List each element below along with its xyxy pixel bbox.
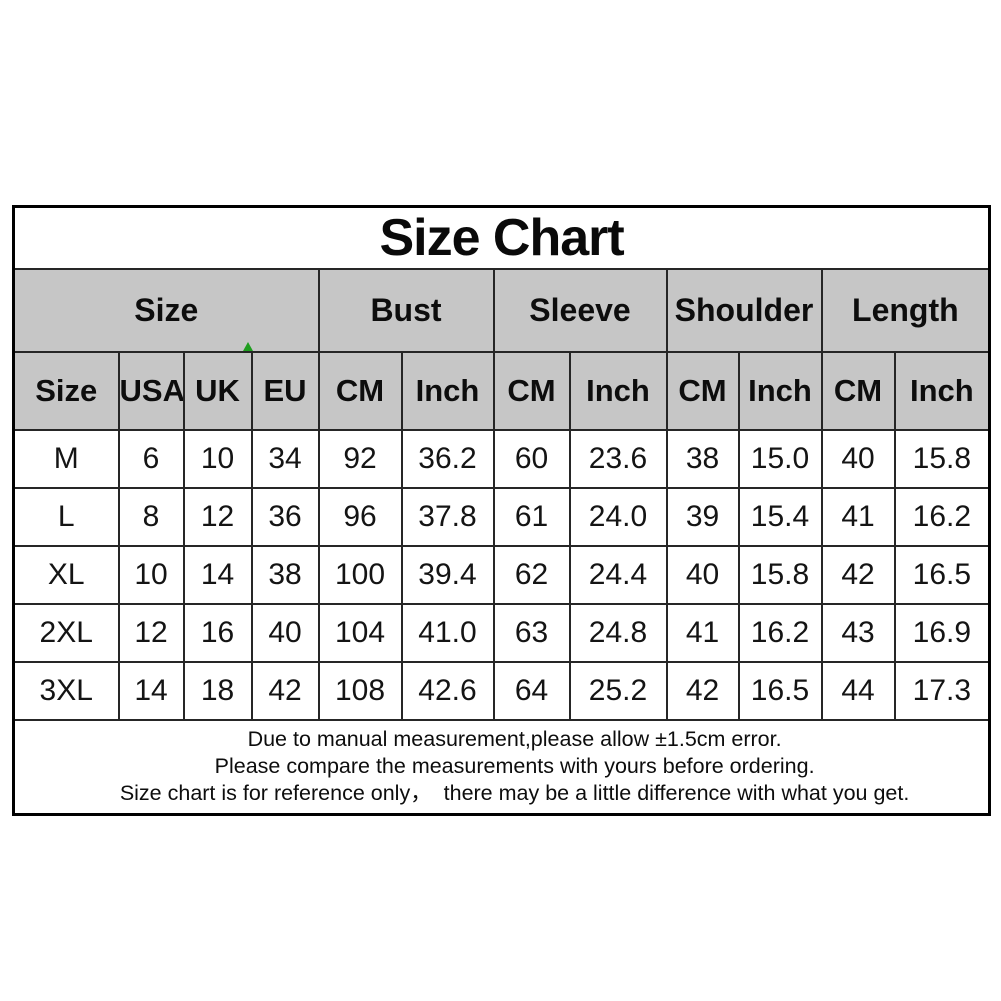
col-header-bust-cm: CM xyxy=(317,351,403,431)
table-row-2xl: 2XL 12 16 40 104 41.0 63 24.8 41 16.2 43… xyxy=(12,603,991,663)
size-chart-container: Size Chart Size Bust Sleeve Shoulder Len… xyxy=(12,205,992,816)
cell-sleeve-inch: 24.8 xyxy=(568,603,668,663)
cell-shoulder-inch: 16.5 xyxy=(737,661,823,721)
cell-size: L xyxy=(12,487,120,547)
cell-length-cm: 43 xyxy=(820,603,896,663)
cell-shoulder-cm: 41 xyxy=(665,603,740,663)
cell-length-inch: 15.8 xyxy=(893,429,991,489)
cell-shoulder-inch: 15.4 xyxy=(737,487,823,547)
cell-length-inch: 16.2 xyxy=(893,487,991,547)
cell-sleeve-cm: 61 xyxy=(492,487,571,547)
cell-sleeve-inch: 25.2 xyxy=(568,661,668,721)
cell-eu: 36 xyxy=(250,487,320,547)
note-reference-only: Size chart is for reference only， there … xyxy=(119,781,910,806)
cell-usa: 10 xyxy=(117,545,185,605)
group-header-sleeve: Sleeve xyxy=(492,268,668,353)
cell-shoulder-inch: 16.2 xyxy=(737,603,823,663)
cell-sleeve-cm: 63 xyxy=(492,603,571,663)
group-header-length: Length xyxy=(820,268,991,353)
col-header-size: Size xyxy=(12,351,120,431)
note-measurement-error: Due to manual measurement,please allow ±… xyxy=(247,727,782,752)
cell-bust-inch: 41.0 xyxy=(400,603,495,663)
cell-uk: 14 xyxy=(182,545,253,605)
cell-uk: 18 xyxy=(182,661,253,721)
cell-bust-inch: 37.8 xyxy=(400,487,495,547)
col-header-eu: EU xyxy=(250,351,320,431)
cell-eu: 38 xyxy=(250,545,320,605)
cell-size: 2XL xyxy=(12,603,120,663)
cell-size: M xyxy=(12,429,120,489)
cell-bust-inch: 42.6 xyxy=(400,661,495,721)
cell-bust-inch: 39.4 xyxy=(400,545,495,605)
cell-sleeve-cm: 64 xyxy=(492,661,571,721)
col-header-shoulder-inch: Inch xyxy=(737,351,823,431)
notes-cell: Due to manual measurement,please allow ±… xyxy=(12,719,991,815)
table-row-3xl: 3XL 14 18 42 108 42.6 64 25.2 42 16.5 44… xyxy=(12,661,991,721)
cell-sleeve-inch: 24.0 xyxy=(568,487,668,547)
cell-length-cm: 42 xyxy=(820,545,896,605)
cell-length-cm: 40 xyxy=(820,429,896,489)
group-header-row: Size Bust Sleeve Shoulder Length xyxy=(12,268,991,353)
table-row-m: M 6 10 34 92 36.2 60 23.6 38 15.0 40 15.… xyxy=(12,429,991,489)
cell-sleeve-inch: 24.4 xyxy=(568,545,668,605)
cell-sleeve-inch: 23.6 xyxy=(568,429,668,489)
cell-bust-cm: 108 xyxy=(317,661,403,721)
cell-usa: 14 xyxy=(117,661,185,721)
cell-usa: 6 xyxy=(117,429,185,489)
col-header-sleeve-inch: Inch xyxy=(568,351,668,431)
group-header-bust: Bust xyxy=(317,268,495,353)
cell-bust-cm: 92 xyxy=(317,429,403,489)
cell-eu: 42 xyxy=(250,661,320,721)
cell-length-inch: 17.3 xyxy=(893,661,991,721)
cell-sleeve-cm: 62 xyxy=(492,545,571,605)
table-row-xl: XL 10 14 38 100 39.4 62 24.4 40 15.8 42 … xyxy=(12,545,991,605)
cell-bust-cm: 96 xyxy=(317,487,403,547)
cell-bust-inch: 36.2 xyxy=(400,429,495,489)
group-header-shoulder: Shoulder xyxy=(665,268,823,353)
cell-uk: 12 xyxy=(182,487,253,547)
notes-row: Due to manual measurement,please allow ±… xyxy=(12,719,991,815)
cell-length-inch: 16.5 xyxy=(893,545,991,605)
sub-header-row: Size USA UK EU CM Inch CM Inch CM Inch C… xyxy=(12,351,991,431)
cell-bust-cm: 104 xyxy=(317,603,403,663)
size-chart-table: Size Chart Size Bust Sleeve Shoulder Len… xyxy=(12,205,992,816)
cell-bust-cm: 100 xyxy=(317,545,403,605)
cell-eu: 40 xyxy=(250,603,320,663)
table-row-l: L 8 12 36 96 37.8 61 24.0 39 15.4 41 16.… xyxy=(12,487,991,547)
note-compare-measurements: Please compare the measurements with you… xyxy=(214,754,815,779)
cell-sleeve-cm: 60 xyxy=(492,429,571,489)
group-header-size: Size xyxy=(12,268,320,353)
cell-eu: 34 xyxy=(250,429,320,489)
cell-shoulder-cm: 42 xyxy=(665,661,740,721)
cell-length-cm: 44 xyxy=(820,661,896,721)
col-header-length-cm: CM xyxy=(820,351,896,431)
col-header-usa: USA xyxy=(117,351,185,431)
col-header-length-inch: Inch xyxy=(893,351,991,431)
col-header-bust-inch: Inch xyxy=(400,351,495,431)
cell-length-cm: 41 xyxy=(820,487,896,547)
cell-uk: 16 xyxy=(182,603,253,663)
cell-size: XL xyxy=(12,545,120,605)
cell-shoulder-cm: 40 xyxy=(665,545,740,605)
title-row: Size Chart xyxy=(12,205,991,270)
cell-shoulder-cm: 39 xyxy=(665,487,740,547)
cell-shoulder-inch: 15.0 xyxy=(737,429,823,489)
col-header-shoulder-cm: CM xyxy=(665,351,740,431)
cell-shoulder-cm: 38 xyxy=(665,429,740,489)
green-triangle-marker xyxy=(243,342,253,351)
cell-usa: 8 xyxy=(117,487,185,547)
col-header-sleeve-cm: CM xyxy=(492,351,571,431)
cell-uk: 10 xyxy=(182,429,253,489)
chart-title: Size Chart xyxy=(12,205,991,270)
cell-size: 3XL xyxy=(12,661,120,721)
cell-usa: 12 xyxy=(117,603,185,663)
cell-length-inch: 16.9 xyxy=(893,603,991,663)
col-header-uk: UK xyxy=(182,351,253,431)
cell-shoulder-inch: 15.8 xyxy=(737,545,823,605)
